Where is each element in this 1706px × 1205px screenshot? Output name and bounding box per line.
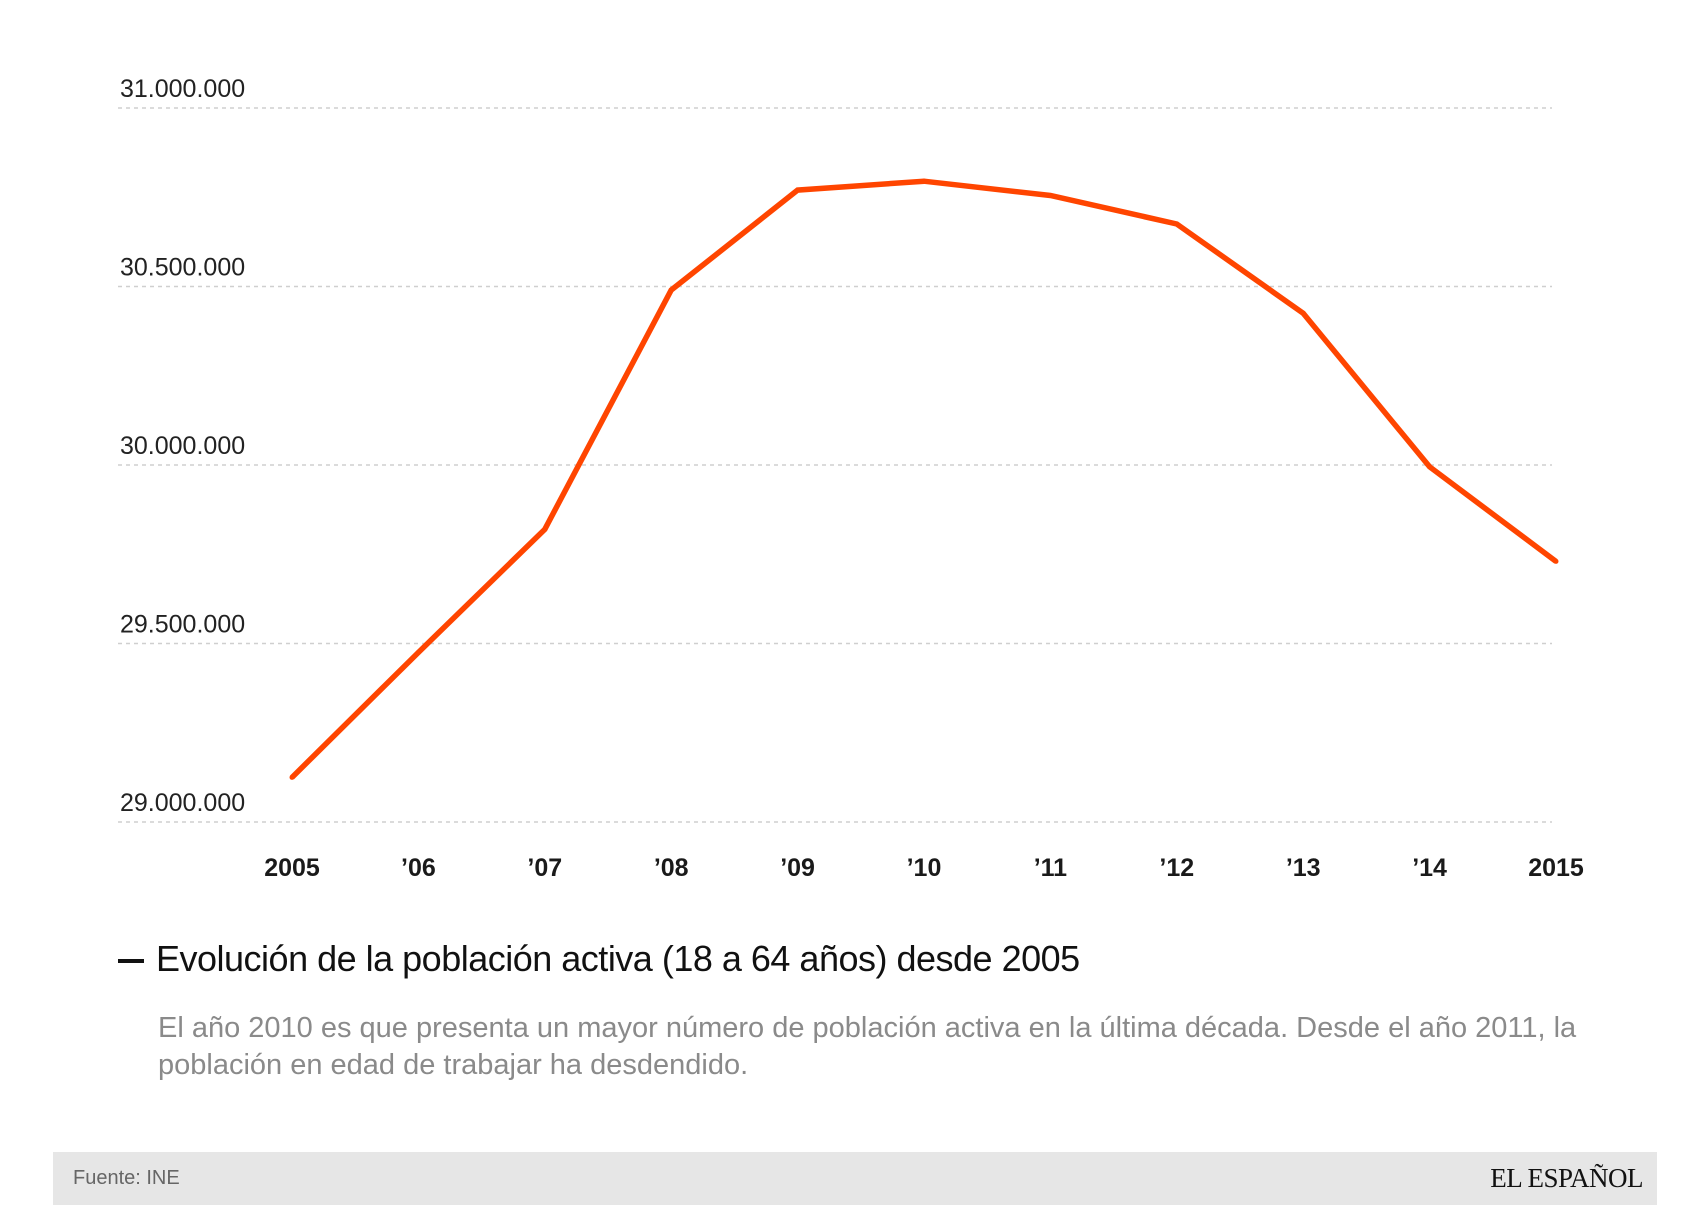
x-tick-label: 2015	[1528, 854, 1584, 882]
data-point	[921, 178, 927, 184]
x-tick-label: ’07	[527, 854, 562, 882]
x-tick-label: ’06	[401, 854, 436, 882]
data-point	[542, 526, 548, 532]
x-tick-label: ’14	[1412, 854, 1447, 882]
data-point	[1553, 558, 1559, 564]
series-line	[290, 178, 1558, 780]
data-point	[1300, 310, 1306, 316]
y-tick-label: 31.000.000	[120, 75, 245, 103]
x-tick-label: ’11	[1034, 854, 1067, 882]
data-point	[415, 649, 421, 655]
data-point	[668, 287, 674, 293]
data-point	[1047, 192, 1053, 198]
data-point	[1174, 221, 1180, 227]
y-tick-label: 30.500.000	[120, 254, 245, 282]
x-tick-label: ’08	[654, 854, 689, 882]
chart-description: El año 2010 es que presenta un mayor núm…	[158, 1012, 1577, 1081]
line-chart: 29.000.000 29.500.000 30.000.000 30.500.000…	[118, 75, 1584, 882]
x-tick-label: 2005	[264, 854, 320, 882]
y-tick-label: 29.500.000	[120, 611, 245, 639]
source-label: Fuente: INE	[73, 1167, 180, 1189]
chart-legend: Evolución de la población activa (18 a 6…	[118, 938, 1080, 980]
chart-title: Evolución de la población activa (18 a 6…	[156, 938, 1080, 979]
data-point	[289, 774, 295, 780]
data-point	[1427, 464, 1433, 470]
y-tick-label: 29.000.000	[120, 789, 245, 817]
legend-swatch	[118, 959, 144, 963]
x-tick-label: ’10	[907, 854, 942, 882]
y-tick-label: 30.000.000	[120, 432, 245, 460]
x-tick-label: ’12	[1159, 854, 1194, 882]
x-tick-label: ’13	[1286, 854, 1321, 882]
data-point	[795, 187, 801, 193]
brand-logo: EL ESPAÑOL	[1490, 1163, 1643, 1193]
x-tick-label: ’09	[780, 854, 815, 882]
footer-bar: Fuente: INE EL ESPAÑOL	[53, 1152, 1657, 1205]
